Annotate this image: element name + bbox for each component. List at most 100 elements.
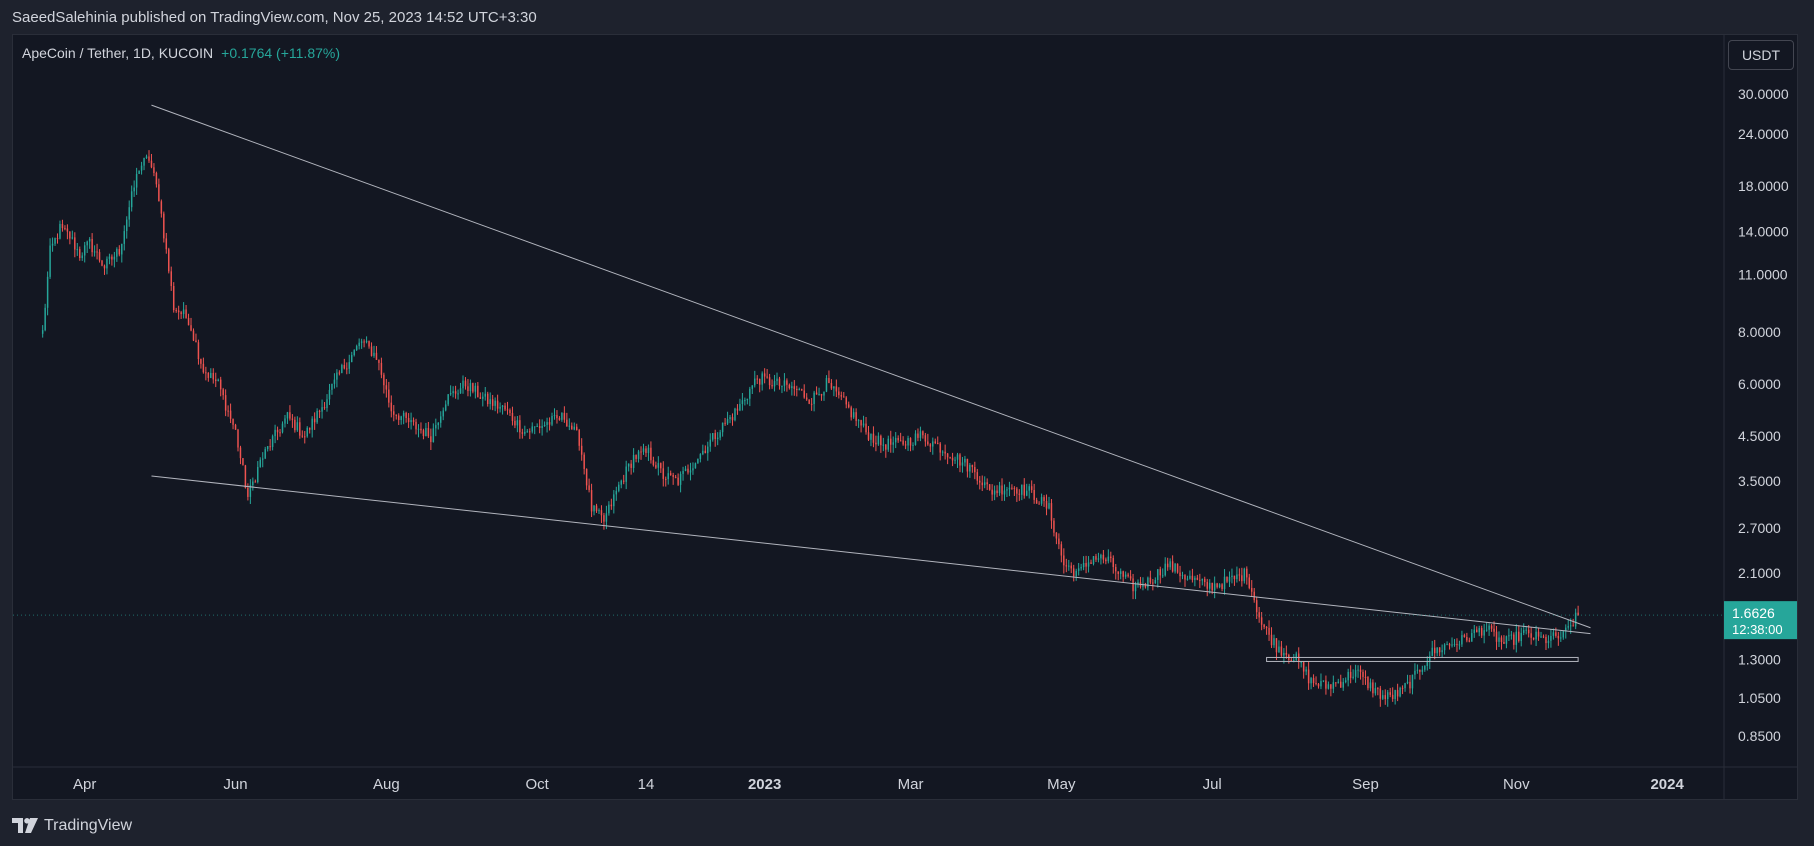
candle-body[interactable] — [234, 424, 237, 430]
candle-body[interactable] — [1436, 647, 1438, 654]
candle-body[interactable] — [1476, 629, 1478, 633]
candle-body[interactable] — [257, 466, 259, 483]
candle-body[interactable] — [88, 238, 91, 242]
candle-body[interactable] — [820, 393, 823, 396]
candle-body[interactable] — [899, 440, 902, 442]
candle-body[interactable] — [1300, 662, 1302, 664]
candle-body[interactable] — [773, 381, 776, 387]
candle-body[interactable] — [1317, 683, 1320, 687]
candle-body[interactable] — [160, 201, 163, 214]
candle-body[interactable] — [1337, 681, 1340, 684]
candle-body[interactable] — [388, 389, 390, 403]
candle-body[interactable] — [746, 398, 749, 401]
candle-body[interactable] — [1077, 568, 1080, 571]
candle-body[interactable] — [66, 228, 69, 232]
candle-body[interactable] — [845, 397, 847, 405]
candle-body[interactable] — [1283, 652, 1285, 656]
candle-body[interactable] — [568, 425, 571, 427]
candle-body[interactable] — [219, 379, 222, 390]
candle-body[interactable] — [825, 377, 828, 392]
candle-body[interactable] — [1189, 575, 1191, 579]
candle-body[interactable] — [44, 307, 46, 331]
candle-body[interactable] — [1166, 563, 1169, 568]
candle-body[interactable] — [143, 158, 145, 166]
candle-body[interactable] — [1278, 646, 1280, 653]
candle-body[interactable] — [1461, 635, 1463, 645]
candle-body[interactable] — [373, 352, 375, 356]
candle-body[interactable] — [247, 487, 249, 497]
candle-body[interactable] — [269, 446, 271, 448]
candle-body[interactable] — [177, 310, 180, 313]
candle-body[interactable] — [529, 431, 531, 433]
candle-body[interactable] — [1055, 532, 1058, 539]
candle-body[interactable] — [1382, 695, 1384, 699]
candle-body[interactable] — [261, 458, 264, 460]
candle-body[interactable] — [890, 438, 892, 445]
candle-body[interactable] — [237, 429, 239, 448]
candle-body[interactable] — [956, 454, 959, 460]
candle-body[interactable] — [922, 431, 924, 436]
candle-body[interactable] — [383, 374, 385, 386]
candle-body[interactable] — [1147, 577, 1149, 588]
candle-body[interactable] — [892, 442, 894, 445]
trendline-horizontal-support[interactable] — [1266, 656, 1579, 662]
candle-body[interactable] — [207, 372, 210, 378]
candle-body[interactable] — [360, 341, 363, 343]
candle-body[interactable] — [454, 391, 457, 394]
candle-body[interactable] — [951, 457, 954, 461]
candle-body[interactable] — [1048, 503, 1050, 509]
candle-body[interactable] — [264, 449, 266, 459]
candle-body[interactable] — [415, 421, 417, 430]
candle-body[interactable] — [1562, 631, 1565, 638]
candle-body[interactable] — [1127, 574, 1129, 577]
candle-body[interactable] — [919, 431, 922, 438]
candle-body[interactable] — [301, 435, 304, 437]
candle-body[interactable] — [1110, 556, 1112, 558]
candle-body[interactable] — [61, 223, 64, 229]
candle-body[interactable] — [249, 485, 252, 497]
candle-body[interactable] — [966, 458, 969, 472]
candle-body[interactable] — [375, 352, 378, 360]
candle-body[interactable] — [1577, 612, 1579, 616]
candle-body[interactable] — [1483, 630, 1485, 636]
candle-body[interactable] — [1424, 666, 1426, 670]
candle-body[interactable] — [1171, 561, 1174, 572]
candle-body[interactable] — [734, 408, 736, 421]
candle-body[interactable] — [1191, 575, 1194, 580]
candle-body[interactable] — [155, 172, 158, 185]
candle-body[interactable] — [1129, 576, 1132, 579]
candle-body[interactable] — [1132, 578, 1134, 592]
candle-body[interactable] — [754, 378, 756, 386]
candle-body[interactable] — [1572, 625, 1574, 627]
candle-body[interactable] — [1315, 683, 1317, 685]
candle-body[interactable] — [709, 439, 711, 447]
candle-body[interactable] — [358, 342, 360, 347]
candle-body[interactable] — [637, 451, 640, 459]
candle-body[interactable] — [694, 463, 697, 469]
candle-body[interactable] — [499, 406, 501, 409]
candle-body[interactable] — [642, 448, 645, 452]
candle-body[interactable] — [1488, 625, 1490, 630]
candle-body[interactable] — [981, 482, 983, 486]
candle-body[interactable] — [1364, 676, 1367, 678]
candle-body[interactable] — [1391, 694, 1394, 699]
candle-body[interactable] — [452, 391, 454, 394]
candle-body[interactable] — [585, 468, 588, 486]
candle-body[interactable] — [195, 340, 197, 343]
candle-body[interactable] — [872, 433, 875, 443]
candle-body[interactable] — [1471, 633, 1473, 642]
candle-body[interactable] — [1574, 612, 1577, 627]
candle-body[interactable] — [69, 231, 71, 239]
candle-body[interactable] — [1505, 636, 1508, 644]
candle-body[interactable] — [158, 184, 160, 202]
candle-body[interactable] — [244, 465, 247, 488]
candle-body[interactable] — [805, 397, 808, 400]
candle-body[interactable] — [83, 245, 86, 256]
candle-body[interactable] — [1112, 557, 1115, 568]
candle-body[interactable] — [286, 412, 289, 419]
candle-body[interactable] — [390, 402, 393, 412]
candle-body[interactable] — [1458, 644, 1461, 646]
candle-body[interactable] — [501, 405, 504, 407]
candle-body[interactable] — [702, 450, 704, 455]
candle-body[interactable] — [393, 411, 395, 415]
